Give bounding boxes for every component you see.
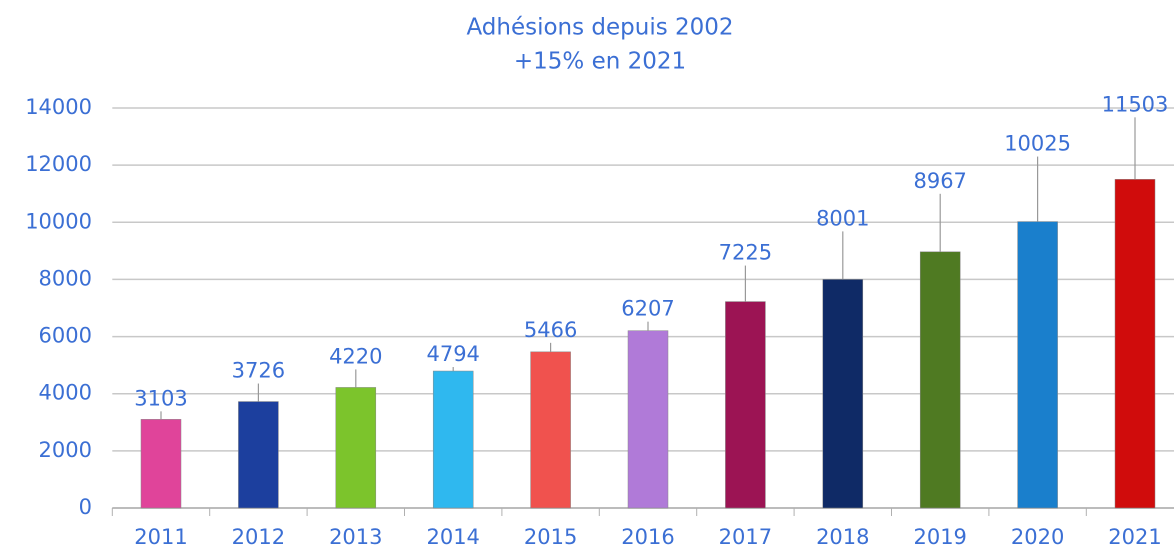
x-tick-label: 2017	[719, 525, 772, 549]
x-tick-label: 2020	[1011, 525, 1064, 549]
chart-subtitle: +15% en 2021	[514, 49, 686, 75]
bar	[432, 370, 474, 509]
data-label: 3726	[232, 359, 285, 383]
data-label: 3103	[134, 386, 187, 410]
bar	[140, 419, 182, 509]
data-label: 4220	[329, 344, 382, 368]
x-tick-label: 2015	[524, 525, 577, 549]
y-tick-label: 10000	[25, 209, 92, 233]
x-tick-label: 2016	[621, 525, 674, 549]
bar	[238, 401, 279, 509]
y-tick-label: 12000	[25, 152, 92, 176]
data-label: 4794	[426, 342, 479, 366]
chart-title: Adhésions depuis 2002	[466, 15, 733, 41]
x-tick-label: 2021	[1108, 525, 1161, 549]
y-tick-label: 2000	[39, 438, 92, 462]
bar	[725, 301, 766, 509]
data-label: 5466	[524, 318, 577, 342]
bar	[530, 351, 571, 509]
bar	[1017, 221, 1058, 509]
y-tick-label: 14000	[25, 95, 92, 119]
y-tick-label: 8000	[39, 266, 92, 290]
data-label: 10025	[1004, 132, 1071, 156]
bar	[822, 279, 864, 509]
x-tick-label: 2011	[134, 525, 187, 549]
x-tick-label: 2019	[913, 525, 966, 549]
y-tick-label: 0	[79, 495, 92, 519]
x-tick-label: 2014	[426, 525, 479, 549]
data-label: 8967	[913, 169, 966, 193]
data-label: 8001	[816, 206, 869, 230]
data-label: 11503	[1102, 92, 1169, 116]
y-tick-label: 4000	[39, 381, 92, 405]
bar	[335, 387, 377, 509]
y-tick-label: 6000	[39, 324, 92, 348]
x-tick-label: 2013	[329, 525, 382, 549]
x-tick-label: 2018	[816, 525, 869, 549]
data-label: 6207	[621, 297, 674, 321]
bar	[627, 330, 669, 509]
bar	[919, 251, 961, 509]
data-label: 7225	[719, 241, 772, 265]
x-tick-label: 2012	[232, 525, 285, 549]
bar	[1114, 179, 1156, 509]
